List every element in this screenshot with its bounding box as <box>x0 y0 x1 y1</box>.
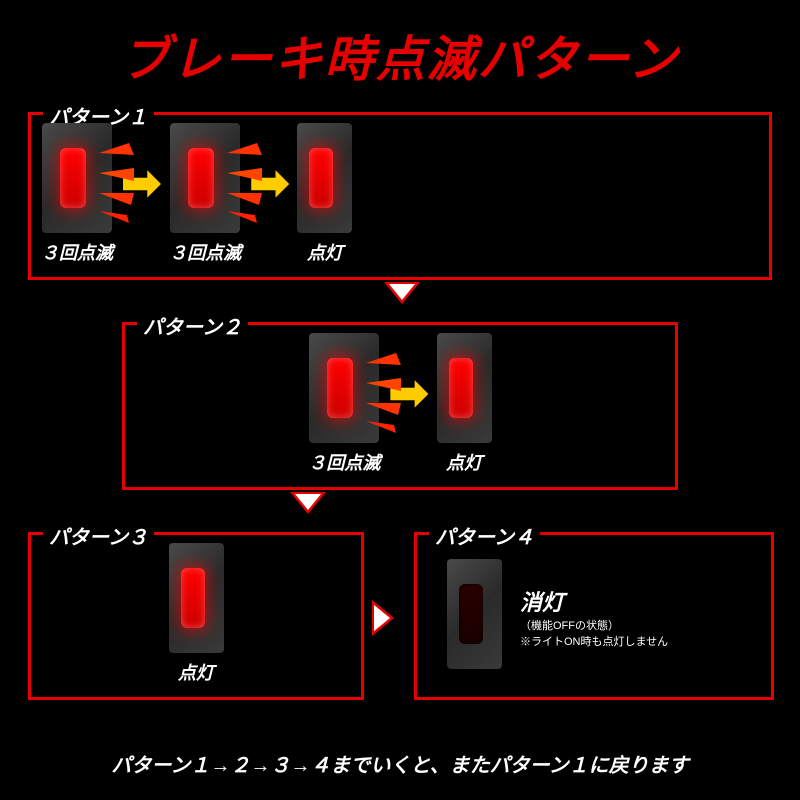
led-photo-flash <box>170 123 240 233</box>
p4-step-1 <box>447 559 502 669</box>
p1-step-2: ３回点滅 <box>169 123 241 265</box>
pattern-1-box: パターン１ ３回点滅 ➡ ３回点滅 ➡ 点灯 <box>28 112 772 280</box>
pattern-2-box: パターン２ ３回点滅 ➡ 点灯 <box>122 322 678 490</box>
p4-sub1: （機能OFFの状態） <box>520 619 619 633</box>
pattern-3-box: パターン３ 点灯 <box>28 532 364 700</box>
page-title: ブレーキ時点滅パターン <box>0 0 800 91</box>
down-chevron-icon <box>384 282 420 304</box>
p1-step-3-caption: 点灯 <box>307 239 343 265</box>
arrow-right-icon: ➡ <box>121 160 161 208</box>
p2-step-1-caption: ３回点滅 <box>308 449 380 475</box>
pattern-2-label: パターン２ <box>137 311 248 340</box>
p1-step-1: ３回点滅 <box>41 123 113 265</box>
led-photo-flash <box>42 123 112 233</box>
down-chevron-icon <box>290 492 326 514</box>
p4-sub2: ※ライトON時も点灯しません <box>520 635 668 649</box>
p2-step-2-caption: 点灯 <box>446 449 482 475</box>
led-photo-flash <box>309 333 379 443</box>
p1-step-3: 点灯 <box>297 123 352 265</box>
p1-step-1-caption: ３回点滅 <box>41 239 113 265</box>
arrow-right-icon: ➡ <box>388 370 428 418</box>
p1-step-2-caption: ３回点滅 <box>169 239 241 265</box>
right-chevron-icon <box>372 600 394 636</box>
pattern-3-label: パターン３ <box>43 521 154 550</box>
arrow-right-icon: ➡ <box>249 160 289 208</box>
footer-text: パターン１→２→３→４までいくと、またパターン１に戻ります <box>0 749 800 778</box>
led-photo-on <box>169 543 224 653</box>
led-photo-off <box>447 559 502 669</box>
p3-step-1: 点灯 <box>169 543 224 685</box>
led-photo-on <box>297 123 352 233</box>
pattern-4-box: パターン４ 消灯 （機能OFFの状態） ※ライトON時も点灯しません <box>414 532 774 700</box>
p2-step-1: ３回点滅 <box>308 333 380 475</box>
p4-caption: 消灯 <box>520 585 564 617</box>
led-photo-on <box>437 333 492 443</box>
p2-step-2: 点灯 <box>437 333 492 475</box>
p3-step-1-caption: 点灯 <box>178 659 214 685</box>
pattern-4-label: パターン４ <box>429 521 540 550</box>
